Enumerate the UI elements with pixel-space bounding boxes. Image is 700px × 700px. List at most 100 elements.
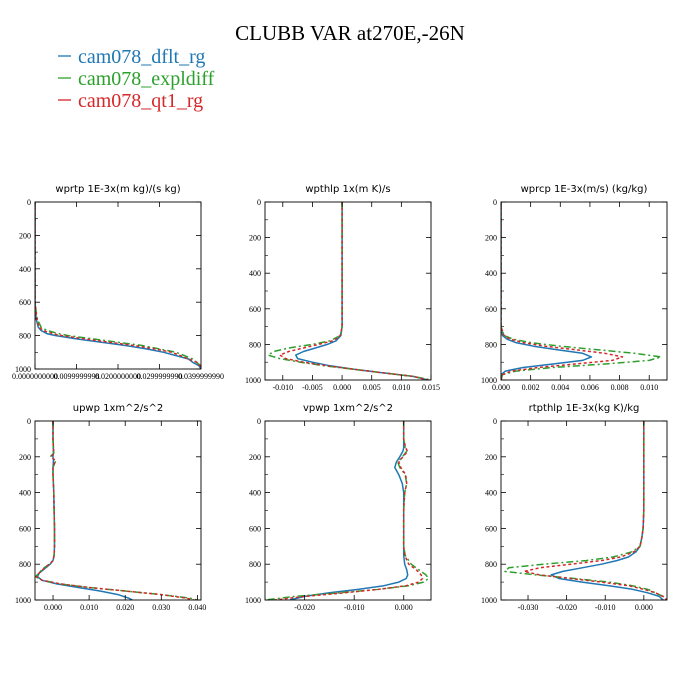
y-tick-label: 800: [249, 560, 261, 569]
y-tick-label: 0: [27, 417, 31, 426]
y-tick-label: 800: [19, 332, 31, 341]
x-tick-label: 0.010: [80, 603, 98, 612]
x-tick-label: 0.0000000000: [12, 372, 58, 381]
y-tick-label: 1000: [481, 596, 497, 605]
x-tick-label: 0.0099999998: [54, 372, 100, 381]
panel-title: wprtp 1E-3x(m kg)/(s kg): [55, 184, 180, 195]
y-tick-label: 800: [485, 560, 497, 569]
x-tick-label: 0.0299999990: [137, 372, 183, 381]
chart-panel: rtpthlp 1E-3x(kg K)/kg 0 200 400 600 800 1000 -…: [481, 403, 668, 612]
y-tick-label: 0: [257, 417, 261, 426]
y-tick-label: 600: [485, 305, 497, 314]
series-line: [35, 202, 201, 369]
series-line: [35, 202, 201, 369]
series-line: [501, 202, 662, 380]
y-tick-label: 600: [19, 524, 31, 533]
y-tick-label: 200: [19, 231, 31, 240]
series-line: [36, 421, 133, 600]
chart-panel: vpwp 1xm^2/s^2 0 200 400 600 800 1000 -0.020 -0.…: [245, 403, 432, 612]
y-tick-label: 0: [257, 198, 261, 207]
x-tick-label: 0.000: [395, 603, 413, 612]
y-tick-label: 400: [19, 489, 31, 498]
x-tick-label: 0.000: [492, 383, 510, 392]
y-tick-label: 0: [27, 198, 31, 207]
series-line: [35, 202, 201, 369]
y-tick-label: 800: [19, 560, 31, 569]
x-tick-label: -0.005: [302, 383, 323, 392]
y-tick-label: 1000: [481, 376, 497, 385]
y-tick-label: 800: [485, 340, 497, 349]
legend-label: cam078_dflt_rg: [78, 46, 205, 68]
panel-title: vpwp 1xm^2/s^2: [303, 403, 393, 414]
plot-frame: [264, 201, 432, 381]
x-tick-label: 0.015: [422, 383, 440, 392]
y-tick-label: 200: [249, 234, 261, 243]
x-tick-label: 0.008: [611, 383, 629, 392]
y-tick-label: 1000: [15, 365, 31, 374]
panel-title: upwp 1xm^2/s^2: [73, 403, 163, 414]
x-tick-label: -0.030: [518, 603, 539, 612]
y-tick-label: 200: [485, 234, 497, 243]
x-tick-label: 0.002: [522, 383, 540, 392]
legend-label: cam078_qt1_rg: [78, 90, 203, 112]
y-tick-label: 0: [493, 198, 497, 207]
x-tick-label: 0.0200000000: [95, 372, 141, 381]
x-tick-label: -0.020: [556, 603, 577, 612]
x-tick-label: -0.010: [272, 383, 293, 392]
series-line: [279, 202, 429, 380]
y-tick-label: 600: [485, 524, 497, 533]
y-tick-label: 400: [249, 489, 261, 498]
y-tick-label: 1000: [245, 596, 261, 605]
plot-frame: [264, 420, 432, 601]
plot-frame: [34, 420, 202, 601]
series-line: [289, 421, 409, 600]
panels: wprtp 1E-3x(m kg)/(s kg) 0 200 400 600 800 100…: [12, 184, 668, 612]
figure-title: CLUBB VAR at270E,-26N: [235, 21, 465, 45]
chart-panel: upwp 1xm^2/s^2 0 200 400 600 800 1000 0.000 0.01…: [15, 403, 206, 612]
series-line: [274, 421, 424, 600]
y-tick-label: 600: [249, 524, 261, 533]
y-tick-label: 200: [485, 453, 497, 462]
chart-panel: wprtp 1E-3x(m kg)/(s kg) 0 200 400 600 800 100…: [12, 184, 224, 381]
series-line: [501, 202, 624, 380]
y-tick-label: 800: [249, 340, 261, 349]
series-line: [523, 421, 667, 600]
x-tick-label: -0.010: [344, 603, 365, 612]
y-tick-label: 600: [19, 298, 31, 307]
legend: cam078_dflt_rgcam078_expldiffcam078_qt1_…: [58, 46, 215, 112]
x-tick-label: 0.000: [333, 383, 351, 392]
series-line: [504, 421, 667, 600]
x-tick-label: 0.020: [116, 603, 134, 612]
y-tick-label: 1000: [245, 376, 261, 385]
x-tick-label: 0.005: [363, 383, 381, 392]
x-tick-label: 0.006: [581, 383, 599, 392]
x-tick-label: 0.004: [551, 383, 569, 392]
x-tick-label: 0.000: [635, 603, 653, 612]
series-line: [295, 202, 429, 380]
series-line: [35, 421, 194, 600]
x-tick-label: 0.0399999990: [178, 372, 224, 381]
series-line: [550, 421, 664, 600]
chart-panel: wpthlp 1x(m K)/s 0 200 400 600 800 1000 -0.010-…: [245, 184, 440, 392]
y-tick-label: 400: [485, 489, 497, 498]
legend-label: cam078_expldiff: [78, 68, 215, 90]
x-tick-label: -0.020: [294, 603, 315, 612]
series-line: [35, 421, 198, 600]
y-tick-label: 200: [249, 453, 261, 462]
panel-title: rtpthlp 1E-3x(kg K)/kg: [529, 403, 640, 414]
y-tick-label: 0: [493, 417, 497, 426]
panel-title: wpthlp 1x(m K)/s: [305, 184, 390, 195]
x-tick-label: 0.010: [392, 383, 410, 392]
y-tick-label: 400: [249, 269, 261, 278]
series-line: [267, 202, 431, 380]
x-tick-label: 0.040: [188, 603, 206, 612]
y-tick-label: 600: [249, 305, 261, 314]
y-tick-label: 1000: [15, 596, 31, 605]
x-tick-label: -0.010: [595, 603, 616, 612]
x-tick-label: 0.000: [44, 603, 62, 612]
series-line: [501, 202, 593, 380]
x-tick-label: 0.030: [152, 603, 170, 612]
x-tick-label: 0.010: [640, 383, 658, 392]
chart-panel: wprcp 1E-3x(m/s) (kg/kg) 0 200 400 600 800 100…: [481, 184, 668, 392]
